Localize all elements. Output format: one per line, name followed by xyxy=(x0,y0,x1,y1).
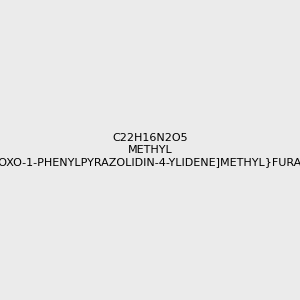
Text: C22H16N2O5
METHYL 2-(5-{[(4E)-3,5-DIOXO-1-PHENYLPYRAZOLIDIN-4-YLIDENE]METHYL}FUR: C22H16N2O5 METHYL 2-(5-{[(4E)-3,5-DIOXO-… xyxy=(0,134,300,166)
